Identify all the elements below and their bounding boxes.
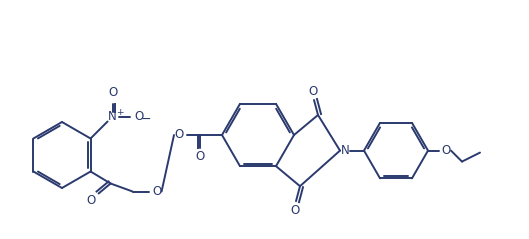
Text: +: + — [116, 108, 123, 117]
Text: O: O — [175, 129, 184, 141]
Text: N: N — [108, 110, 117, 123]
Text: O: O — [195, 151, 205, 163]
Text: O: O — [441, 144, 451, 157]
Text: O: O — [290, 204, 299, 217]
Text: O: O — [152, 185, 161, 198]
Text: O: O — [86, 194, 95, 207]
Text: −: − — [140, 113, 151, 126]
Text: N: N — [341, 144, 349, 157]
Text: O: O — [108, 86, 117, 99]
Text: O: O — [134, 110, 143, 123]
Text: O: O — [308, 85, 317, 98]
